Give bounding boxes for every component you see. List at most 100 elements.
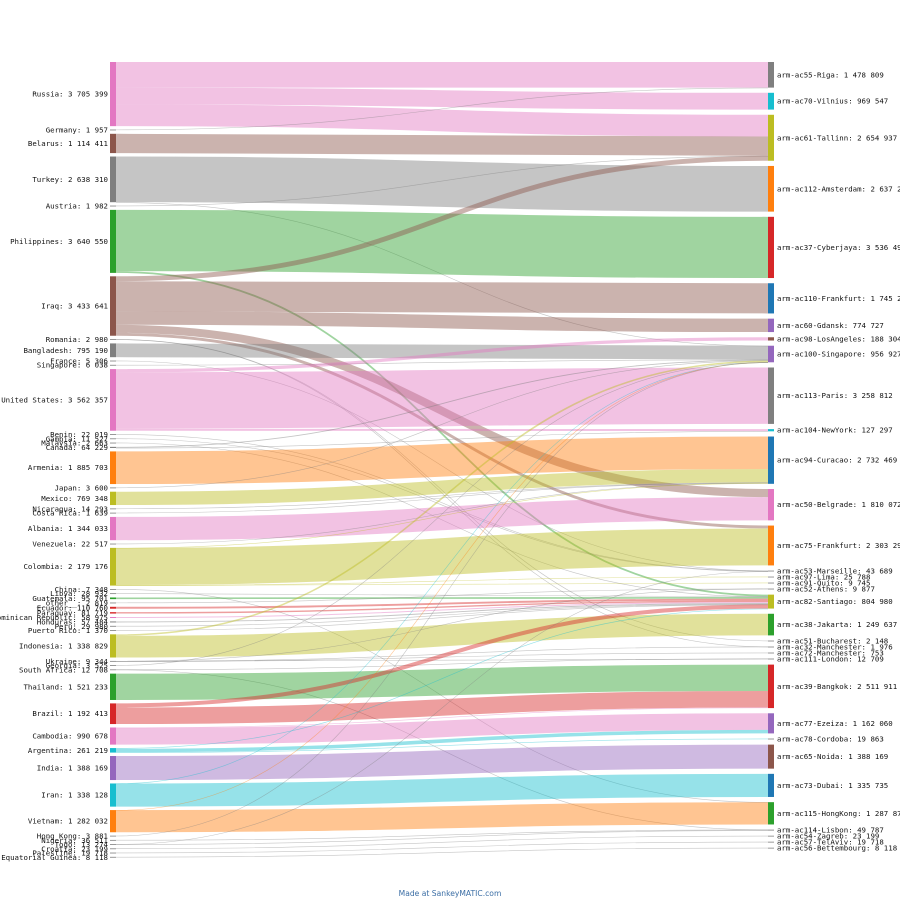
source-label-togo: Togo: 13 274 <box>55 840 109 849</box>
source-label-iraq: Iraq: 3 433 641 <box>41 302 108 311</box>
target-label-arm-ac37-cyberjaya: arm-ac37-Cyberjaya: 3 536 499 <box>777 243 900 252</box>
flow-venezuela-to-arm-ac94-curacao <box>115 482 769 545</box>
source-node-ecuador <box>110 606 116 609</box>
target-label-arm-ac82-santiago: arm-ac82-Santiago: 804 980 <box>777 597 893 606</box>
flow-romania-to-arm-ac51-bucharest <box>115 339 769 642</box>
flow-brazil-to-arm-ac39-bangkok <box>115 690 769 725</box>
target-node-arm-ac97-lima <box>768 576 774 578</box>
flow-other-to-arm-ac52-athens <box>115 588 769 604</box>
flow-romania-to-arm-ac32-manchester <box>115 339 769 648</box>
source-label-india: India: 1 388 169 <box>37 764 108 773</box>
target-label-arm-ac110-frankfurt: arm-ac110-Frankfurt: 1 745 251 <box>777 294 900 303</box>
source-label-nicaragua: Nicaragua: 14 293 <box>32 504 108 513</box>
target-label-arm-ac32-manchester: arm-ac32-Manchester: 1 976 <box>777 643 893 652</box>
source-node-peru <box>110 625 116 627</box>
flow-japan-to-arm-ac100-singapore <box>115 360 769 489</box>
target-label-arm-ac56-bettembourg: arm-ac56-Bettembourg: 8 118 <box>777 844 897 853</box>
flow-iraq-to-arm-ac110-frankfurt <box>115 281 769 314</box>
source-label-russia: Russia: 3 705 399 <box>32 90 108 99</box>
flow-brazil-to-arm-ac82-santiago <box>115 604 769 708</box>
source-node-nicaragua <box>110 508 116 510</box>
target-node-arm-ac65-noida <box>768 744 774 769</box>
flow-togo-to-arm-ac53-marseille <box>115 571 769 845</box>
source-label-ukraine: Ukraine: 9 344 <box>46 657 109 666</box>
flow-albania-to-arm-ac50-belgrade <box>115 497 769 541</box>
footer-credit[interactable]: Made at SankeyMATIC.com <box>398 889 502 898</box>
source-label-united-states: United States: 3 562 357 <box>1 395 108 404</box>
source-label-china: China: 7 348 <box>55 585 108 594</box>
source-label-benin: Benin: 22 019 <box>50 430 108 439</box>
flow-indonesia-to-arm-ac100-singapore <box>115 360 769 636</box>
flow-canada-to-arm-ac100-singapore <box>115 359 769 448</box>
source-node-iran <box>110 783 116 807</box>
source-node-ukraine <box>110 660 116 662</box>
flow-nigeria-to-arm-ac114-lisbon <box>115 829 769 841</box>
flow-canada-to-arm-ac104-newyork <box>115 431 769 449</box>
target-node-arm-ac114-lisbon <box>768 829 774 831</box>
source-label-peru: Peru: 29 980 <box>55 622 108 631</box>
source-label-austria: Austria: 1 982 <box>46 202 108 211</box>
flow-ukraine-to-arm-ac52-athens <box>115 588 769 662</box>
target-node-arm-ac53-marseille <box>768 570 774 572</box>
flow-ecuador-to-arm-ac82-santiago <box>115 598 769 609</box>
flow-armenia-to-arm-ac94-curacao <box>115 436 769 485</box>
target-label-arm-ac91-quito: arm-ac91-Quito: 9 745 <box>777 579 870 588</box>
source-node-austria <box>110 205 116 207</box>
source-node-japan <box>110 487 116 489</box>
source-label-georgia: Georgia: 3 525 <box>46 661 108 670</box>
source-node-france <box>110 360 116 362</box>
target-label-arm-ac77-ezeiza: arm-ac77-Ezeiza: 1 162 060 <box>777 719 893 728</box>
source-node-romania <box>110 339 116 340</box>
source-label-brazil: Brazil: 1 192 413 <box>32 709 108 718</box>
flow-russia-to-arm-ac70-vilnius <box>115 87 769 110</box>
node-labels: Russia: 3 705 399 Germany: 1 957 Belarus: … <box>0 70 900 861</box>
source-label-vietnam: Vietnam: 1 282 032 <box>28 817 108 826</box>
target-node-arm-ac70-vilnius <box>768 92 774 110</box>
target-node-arm-ac77-ezeiza <box>768 713 774 734</box>
target-node-arm-ac61-tallinn <box>768 114 774 161</box>
target-node-arm-ac110-frankfurt <box>768 283 774 314</box>
flow-india-to-arm-ac65-noida <box>115 744 769 781</box>
target-node-arm-ac111-london <box>768 658 774 660</box>
source-label-palestine: Palestine: 19 718 <box>32 849 108 858</box>
source-node-venezuela <box>110 543 116 545</box>
target-node-arm-ac50-belgrade <box>768 489 774 521</box>
flow-south-africa-to-arm-ac111-london <box>115 658 769 671</box>
target-label-arm-ac73-dubai: arm-ac73-Dubai: 1 335 735 <box>777 781 888 790</box>
source-node-bangladesh <box>110 343 116 358</box>
source-node-iraq <box>110 276 116 336</box>
source-node-benin <box>110 434 116 435</box>
flow-austria-to-arm-ac61-tallinn <box>115 155 769 207</box>
target-label-arm-ac114-lisbon: arm-ac114-Lisbon: 49 787 <box>777 826 884 835</box>
target-label-arm-ac72-manchester: arm-ac72-Manchester: 753 <box>777 649 884 658</box>
target-label-arm-ac55-riga: arm-ac55-Riga: 1 478 809 <box>777 70 884 79</box>
source-node-hong-kong <box>110 835 116 837</box>
source-label-malaysia: Malaysia: 2 663 <box>41 439 108 448</box>
source-node-albania <box>110 516 116 541</box>
source-node-dominican-republic <box>110 616 116 619</box>
source-node-turkey <box>110 156 116 203</box>
flow-palestine-to-arm-ac57-telaviv <box>115 841 769 854</box>
source-node-puerto-rico <box>110 630 116 631</box>
target-node-arm-ac72-manchester <box>768 652 774 654</box>
flow-indonesia-to-arm-ac38-jakarta <box>115 613 769 658</box>
flow-puerto-rico-to-arm-ac82-santiago <box>115 604 769 631</box>
flow-iran-to-arm-ac73-dubai <box>115 773 769 807</box>
target-node-arm-ac112-amsterdam <box>768 165 774 212</box>
source-label-hong-kong: Hong Kong: 3 881 <box>37 832 108 841</box>
flow-colombia-to-arm-ac97-lima <box>115 576 769 586</box>
source-label-venezuela: Venezuela: 22 517 <box>32 540 108 549</box>
target-node-arm-ac51-bucharest <box>768 640 774 642</box>
source-label-canada: Canada: 64 229 <box>46 443 108 452</box>
source-label-japan: Japan: 3 600 <box>55 483 108 492</box>
source-node-mexico <box>110 491 116 506</box>
flow-iran-to-arm-ac100-singapore <box>115 362 769 785</box>
flow-united-states-to-arm-ac98-losangeles <box>115 337 769 373</box>
flow-colombia-to-arm-ac94-curacao <box>115 483 769 549</box>
source-label-honduras: Honduras: 57 484 <box>37 617 109 626</box>
target-label-arm-ac112-amsterdam: arm-ac112-Amsterdam: 2 637 221 <box>777 184 900 193</box>
source-node-vietnam <box>110 810 116 833</box>
source-label-gambia: Gambia: 11 527 <box>46 434 108 443</box>
flow-hong-kong-to-arm-ac100-singapore <box>115 362 769 837</box>
